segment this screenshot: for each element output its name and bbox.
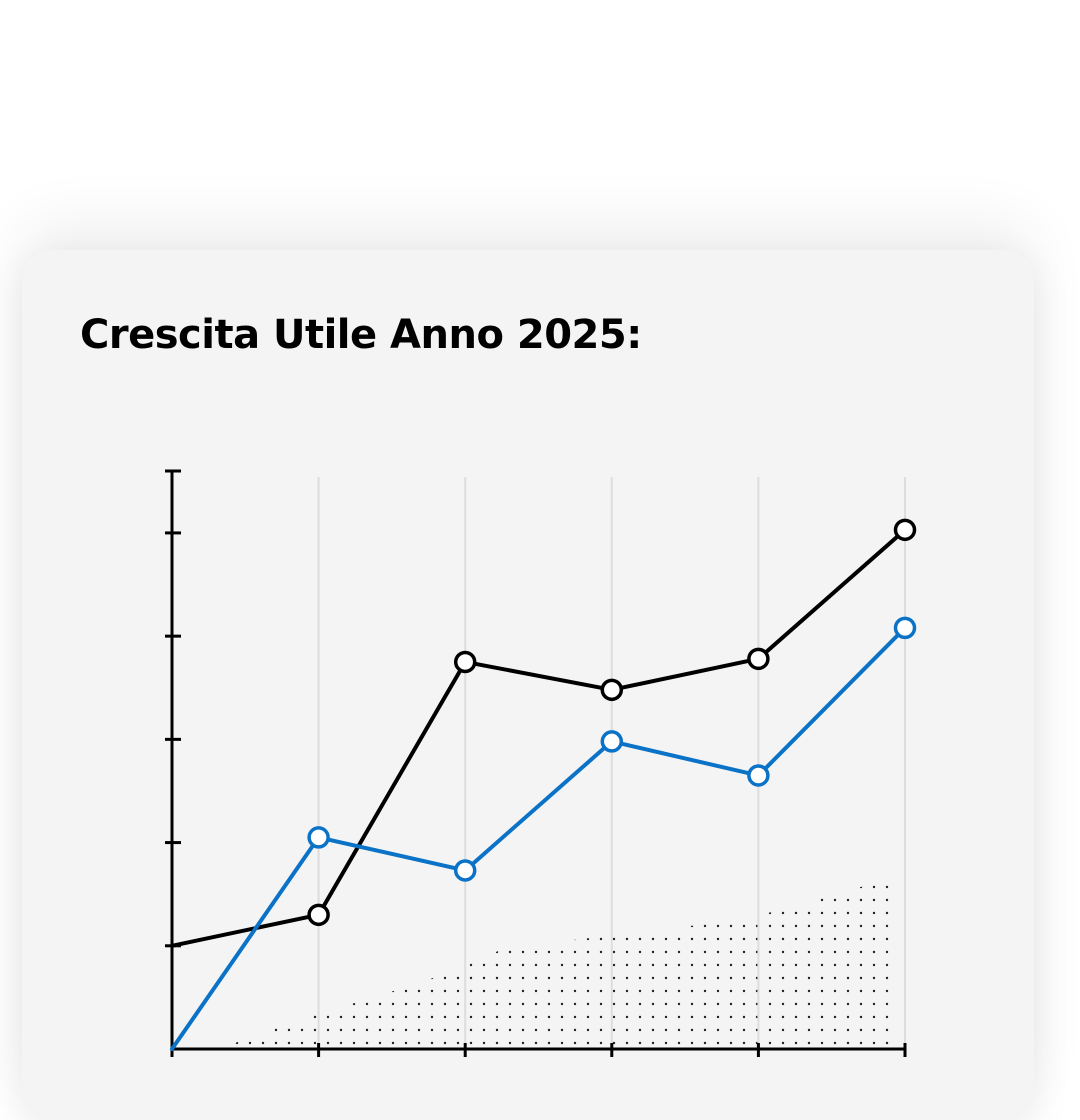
series-2-point-1 [307,826,330,849]
series-2-point-5 [893,616,917,640]
gridlines [317,477,906,1049]
series-1-point-3 [600,678,624,702]
line-chart [165,469,917,1057]
series-1-point-2 [453,650,477,674]
dotted-texture [230,880,892,1045]
series-1-line [170,527,907,948]
series-2-point-2 [453,859,477,882]
series-2-line [170,625,907,1051]
series-1-point-1 [307,903,330,927]
chart-title: Crescita Utile Anno 2025: [80,312,642,358]
series-2-point-4 [747,764,770,787]
series-1-point-5 [893,518,917,542]
series [170,518,917,1051]
series-1-point-4 [747,647,770,671]
series-2-point-3 [600,730,624,753]
axes [165,469,907,1057]
